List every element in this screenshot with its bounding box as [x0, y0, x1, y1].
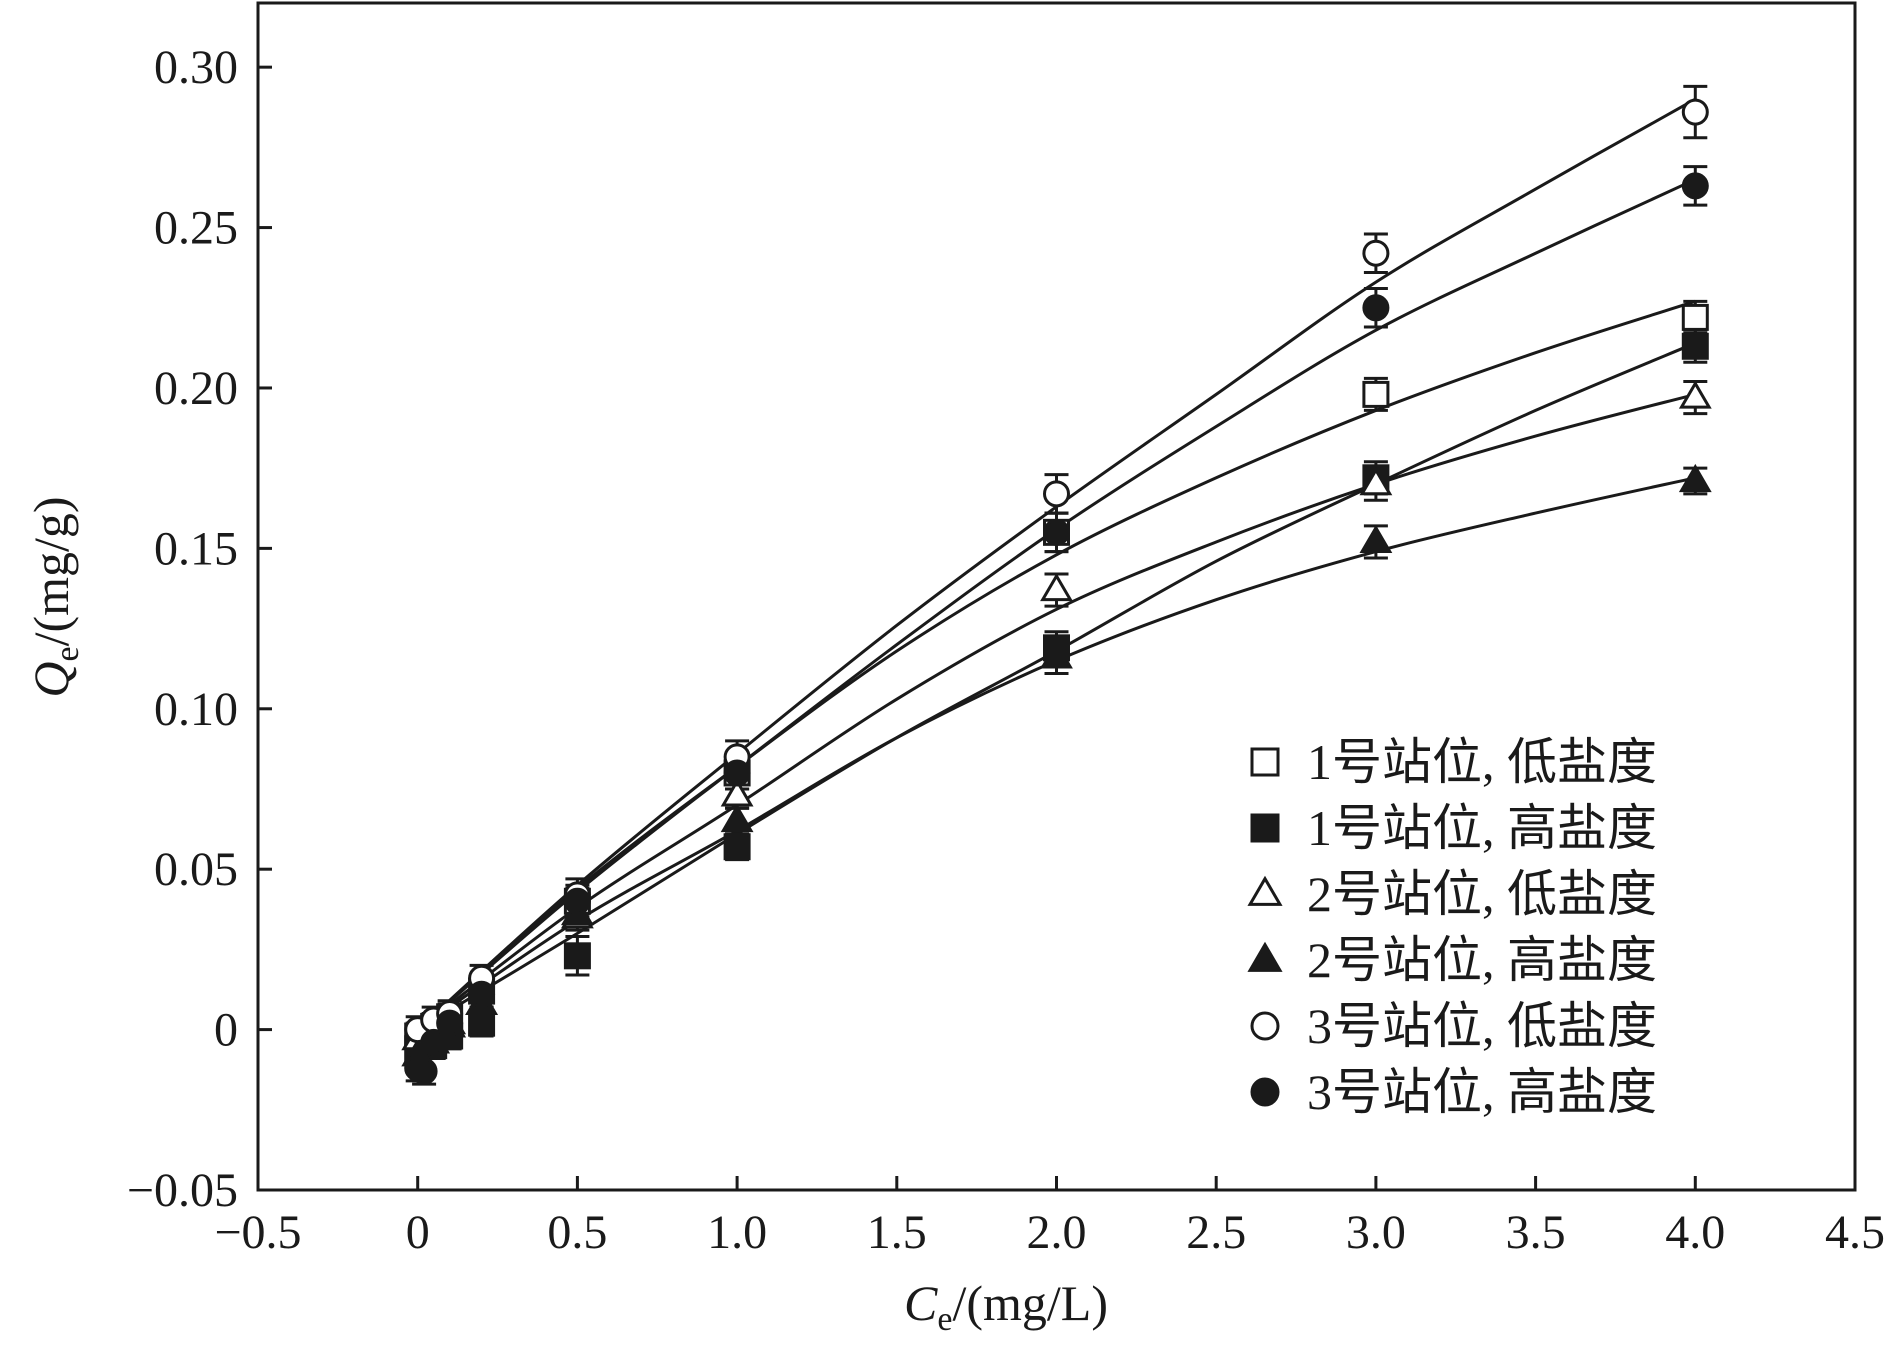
x-tick-label: 4.0: [1665, 1206, 1725, 1259]
legend-item: 2号站位, 高盐度: [1247, 932, 1657, 988]
data-point: [436, 1009, 464, 1037]
y-axis-subscript: e: [49, 646, 86, 661]
legend-marker: [1250, 1077, 1280, 1107]
data-point: [563, 887, 591, 915]
data-point: [1681, 98, 1709, 126]
y-tick-label: 0.30: [154, 41, 238, 94]
legend-item: 1号站位, 低盐度: [1250, 734, 1657, 790]
y-tick-label: −0.05: [127, 1164, 238, 1217]
data-point: [1681, 332, 1709, 360]
x-axis-unit: /(mg/L): [952, 1275, 1108, 1331]
data-point: [1678, 380, 1712, 409]
y-axis-symbol: Q: [23, 661, 79, 697]
legend-item: 1号站位, 高盐度: [1250, 800, 1657, 856]
data-point: [1362, 294, 1390, 322]
y-tick-label: 0.10: [154, 683, 238, 736]
y-tick-label: 0.20: [154, 362, 238, 415]
legend-label: 2号站位, 高盐度: [1307, 932, 1657, 988]
data-point: [1681, 172, 1709, 200]
legend-item: 3号站位, 高盐度: [1250, 1064, 1657, 1120]
data-point: [1359, 524, 1393, 554]
x-tick-label: −0.5: [214, 1206, 301, 1259]
data-point: [1678, 463, 1712, 493]
data-point: [1043, 518, 1070, 546]
x-tick-label: 2.0: [1027, 1206, 1087, 1259]
legend-label: 3号站位, 高盐度: [1307, 1064, 1657, 1120]
x-axis-title: Ce/(mg/L): [904, 1275, 1108, 1338]
data-point: [1681, 303, 1709, 331]
x-tick-label: 0: [406, 1206, 430, 1259]
data-point: [563, 942, 591, 970]
y-tick-label: 0: [214, 1004, 238, 1057]
fit-curve-3: [416, 392, 1696, 1031]
legend-label: 3号站位, 低盐度: [1307, 998, 1657, 1054]
legend-marker: [1250, 813, 1280, 843]
x-tick-label: 3.5: [1506, 1206, 1566, 1259]
data-point: [1359, 467, 1393, 496]
y-tick-label: 0.05: [154, 843, 238, 896]
x-tick-label: 3.0: [1346, 1206, 1406, 1259]
legend-marker: [1247, 941, 1283, 972]
data-point: [420, 1028, 448, 1056]
legend-item: 2号站位, 低盐度: [1247, 866, 1657, 922]
x-tick-label: 0.5: [547, 1206, 607, 1259]
data-point: [1362, 380, 1390, 408]
data-point: [723, 759, 751, 787]
legend-label: 1号站位, 低盐度: [1307, 734, 1657, 790]
legend-marker: [1247, 875, 1283, 906]
data-point: [468, 1009, 496, 1037]
y-axis: −0.05 0 0.05 0.10 0.15 0.20 0.25 0.30: [127, 41, 272, 1217]
x-axis: −0.5 0 0.5 1.0 1.5 2.0 2.5 3.0 3.5 4.0 4.5: [214, 1176, 1885, 1259]
legend-marker: [1250, 1011, 1280, 1041]
data-point: [1362, 239, 1390, 267]
x-tick-label: 4.5: [1825, 1206, 1885, 1259]
data-point: [723, 833, 751, 861]
x-axis-subscript: e: [937, 1301, 952, 1338]
x-tick-label: 2.5: [1186, 1206, 1246, 1259]
y-axis-unit: /(mg/g): [23, 496, 79, 646]
legend-label: 1号站位, 高盐度: [1307, 800, 1657, 856]
legend-marker: [1250, 747, 1280, 777]
data-point: [1043, 480, 1070, 508]
legend: 1号站位, 低盐度 1号站位, 高盐度 2号站位, 低盐度 2号站位, 高盐度 3号站位…: [1247, 734, 1657, 1120]
data-point: [720, 803, 754, 833]
legend-label: 2号站位, 低盐度: [1307, 866, 1657, 922]
x-tick-label: 1.0: [707, 1206, 767, 1259]
y-tick-label: 0.25: [154, 202, 238, 255]
y-axis-title: Qe/(mg/g): [23, 496, 86, 697]
data-point: [1040, 572, 1073, 602]
data-point: [410, 1057, 438, 1085]
legend-item: 3号站位, 低盐度: [1250, 998, 1657, 1054]
fit-curve-1: [416, 299, 1696, 1031]
data-point: [1040, 640, 1073, 669]
x-axis-symbol: C: [904, 1275, 938, 1331]
y-tick-label: 0.15: [154, 522, 238, 575]
data-point: [468, 980, 496, 1008]
data-points: [401, 98, 1712, 1085]
x-tick-label: 1.5: [867, 1206, 927, 1259]
